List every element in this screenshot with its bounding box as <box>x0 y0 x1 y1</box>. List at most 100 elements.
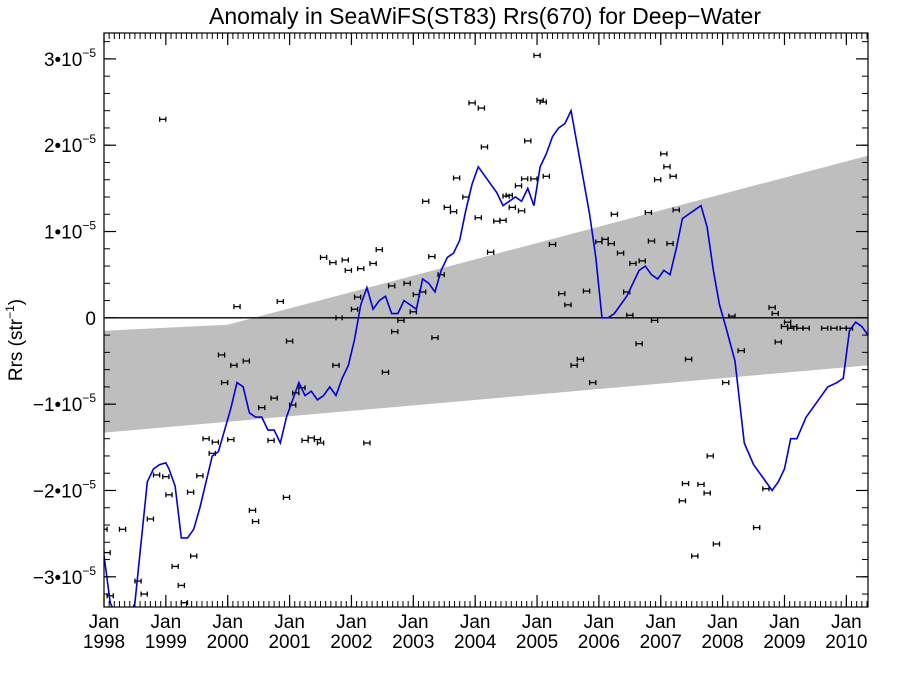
data-point <box>270 395 278 401</box>
x-tick-year: 2000 <box>207 632 249 653</box>
data-point <box>258 405 266 411</box>
data-point <box>802 325 810 331</box>
data-point <box>517 208 526 214</box>
data-point <box>159 116 167 122</box>
data-point <box>134 578 142 584</box>
data-point <box>653 177 662 183</box>
data-point <box>499 217 507 223</box>
plot-frame <box>103 32 869 608</box>
data-point <box>721 380 730 386</box>
data-point <box>480 144 489 150</box>
data-point <box>363 440 371 446</box>
data-point <box>666 241 674 247</box>
y-tick-label: 3•10−5 <box>44 46 96 71</box>
x-tick-month: Jan <box>398 612 429 633</box>
data-point <box>449 209 458 215</box>
data-point <box>558 291 566 297</box>
data-point <box>165 492 173 498</box>
data-point <box>202 436 210 442</box>
data-point <box>616 250 625 256</box>
data-point <box>282 494 291 500</box>
y-axis: −3•10−5 −2•10−5 −1•10−5 0 1•10−5 2•10−5 3•10−5 <box>33 41 868 595</box>
data-point <box>233 304 241 310</box>
data-point <box>211 439 220 445</box>
x-tick-year: 2004 <box>454 632 497 653</box>
data-point <box>329 260 337 266</box>
x-tick-month: Jan <box>336 612 367 633</box>
data-point <box>533 52 541 58</box>
data-point <box>737 348 745 354</box>
plot-area <box>104 52 868 607</box>
x-tick-year: 2003 <box>392 632 434 653</box>
data-point <box>307 435 315 441</box>
data-point <box>276 298 285 304</box>
data-point <box>220 380 229 386</box>
x-tick-month: Jan <box>831 612 862 633</box>
data-point <box>638 258 646 264</box>
y-tick-label: −2•10−5 <box>33 477 96 502</box>
data-point <box>162 474 170 480</box>
data-point <box>248 507 257 513</box>
data-point <box>230 362 238 368</box>
data-point <box>431 335 439 341</box>
data-point <box>588 380 597 386</box>
data-point <box>186 489 195 495</box>
data-point <box>104 550 111 556</box>
data-point <box>341 257 350 263</box>
data-point <box>669 173 677 179</box>
y-tick-label: 1•10−5 <box>44 219 96 244</box>
x-tick-year: 1998 <box>83 632 125 653</box>
data-point <box>768 304 776 310</box>
data-point <box>635 341 643 347</box>
data-point <box>728 313 736 319</box>
x-tick-year: 2010 <box>825 632 867 653</box>
data-point <box>391 329 399 335</box>
data-point <box>356 266 365 272</box>
data-point <box>486 249 495 255</box>
y-tick-label: −1•10−5 <box>33 391 96 416</box>
y-tick-label: 0 <box>85 309 96 330</box>
x-tick-year: 1999 <box>145 632 187 653</box>
data-point <box>381 369 390 375</box>
x-tick-month: Jan <box>707 612 738 633</box>
data-point <box>332 362 340 368</box>
data-point <box>301 437 309 443</box>
data-point <box>171 563 179 569</box>
x-axis: Jan1998Jan1999Jan2000Jan2001Jan2002Jan20… <box>83 33 867 653</box>
data-point <box>820 325 829 331</box>
data-point <box>140 591 148 597</box>
data-point <box>267 437 275 443</box>
x-tick-year: 2009 <box>763 632 805 653</box>
data-point <box>196 473 204 479</box>
data-point <box>650 317 659 323</box>
data-point <box>691 553 699 559</box>
data-point <box>672 207 680 213</box>
x-tick-year: 2006 <box>578 632 620 653</box>
data-point <box>712 541 721 547</box>
data-point <box>217 352 226 358</box>
data-point <box>570 362 578 368</box>
x-tick-month: Jan <box>89 612 120 633</box>
data-point <box>452 175 461 181</box>
data-point <box>514 183 523 189</box>
y-tick-label: −3•10−5 <box>33 564 96 589</box>
data-point <box>428 254 436 260</box>
x-tick-year: 2005 <box>516 632 558 653</box>
data-point <box>582 288 591 294</box>
x-tick-month: Jan <box>522 612 553 633</box>
smoothed-line <box>104 108 868 607</box>
data-point <box>242 358 251 364</box>
data-point <box>313 437 322 443</box>
x-tick-month: Jan <box>769 612 800 633</box>
data-point <box>703 490 711 496</box>
x-tick-year: 2008 <box>701 632 743 653</box>
data-point <box>387 283 396 289</box>
data-point <box>539 99 547 105</box>
data-point <box>697 481 705 487</box>
data-point <box>830 325 838 331</box>
data-point <box>607 241 616 247</box>
data-point <box>520 176 529 182</box>
data-point <box>468 100 476 106</box>
data-point <box>477 105 486 111</box>
